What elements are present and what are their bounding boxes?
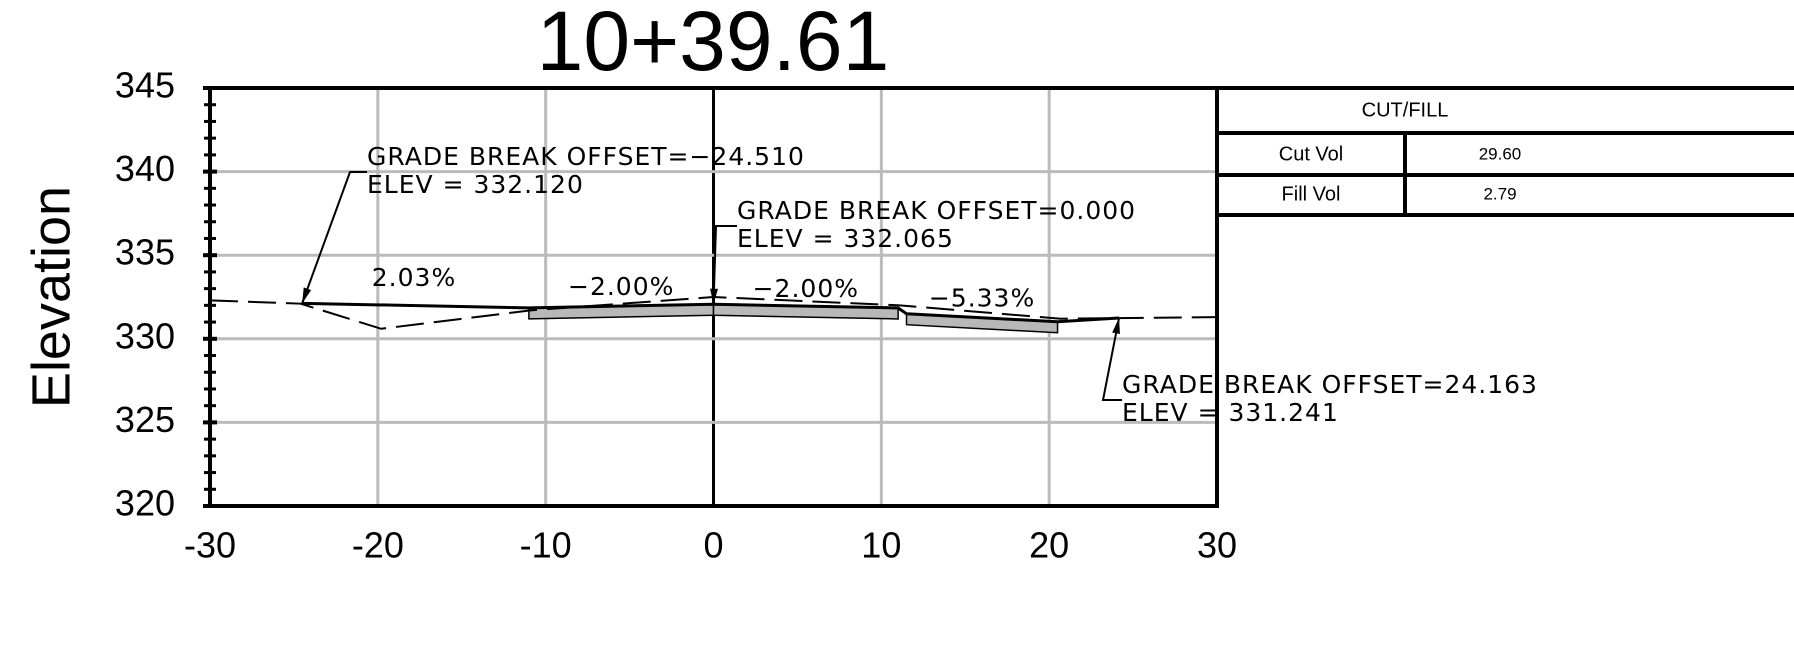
arrow-head <box>302 287 312 304</box>
leader <box>712 225 737 305</box>
slope-label: 2.03% <box>372 263 456 292</box>
slope-label: −2.00% <box>568 272 674 301</box>
slope-label: −2.00% <box>753 274 859 303</box>
y-tick-label: 335 <box>115 232 175 273</box>
leader <box>1101 317 1122 401</box>
annotation: ELEV = 331.241 <box>1122 398 1339 427</box>
x-tick-label: 20 <box>1029 525 1069 566</box>
y-tick-label: 340 <box>115 148 175 189</box>
design-line <box>302 301 1120 324</box>
x-tick-label: -20 <box>352 525 404 566</box>
slope-label: −5.33% <box>929 284 1035 313</box>
y-tick-label: 325 <box>115 399 175 440</box>
table-cell: 29.60 <box>1479 144 1522 163</box>
x-tick-label: 10 <box>861 525 901 566</box>
y-axis-label: Elevation <box>21 186 81 408</box>
annotation: GRADE BREAK OFFSET=24.163 <box>1122 370 1538 399</box>
table-title: CUT/FILL <box>1362 99 1449 121</box>
annotation: ELEV = 332.065 <box>737 224 954 253</box>
table-cell: Fill Vol <box>1282 183 1341 205</box>
leader <box>301 171 367 304</box>
arrow-head <box>1112 318 1120 335</box>
x-tick-label: 0 <box>703 525 723 566</box>
annotation: GRADE BREAK OFFSET=−24.510 <box>367 142 805 171</box>
annotation: GRADE BREAK OFFSET=0.000 <box>737 196 1136 225</box>
x-tick-label: -10 <box>520 525 572 566</box>
annotation: ELEV = 332.120 <box>367 170 584 199</box>
x-tick-label: 30 <box>1197 525 1237 566</box>
table-cell: 2.79 <box>1483 184 1516 203</box>
table-cell: Cut Vol <box>1279 143 1343 165</box>
plot-frame <box>208 86 1219 508</box>
chart-title: 10+39.61 <box>537 0 890 88</box>
y-tick-label: 320 <box>115 483 175 524</box>
x-tick-label: -30 <box>184 525 236 566</box>
arrow-head <box>710 288 718 305</box>
y-tick-label: 345 <box>115 65 175 106</box>
y-tick-label: 330 <box>115 315 175 356</box>
